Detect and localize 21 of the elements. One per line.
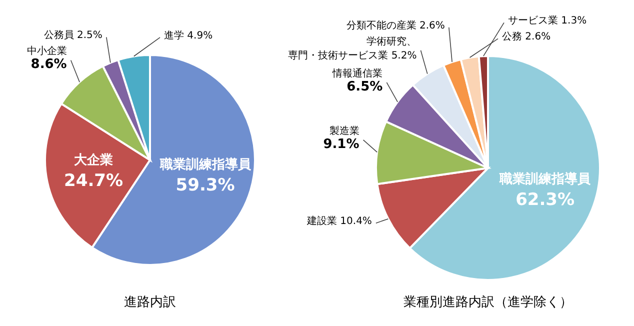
slice-label: 職業訓練指導員 bbox=[498, 171, 592, 188]
slice-label: 製造業 bbox=[329, 124, 360, 137]
data-label: 8.6% bbox=[30, 57, 67, 72]
slice-label: 公務 2.6% bbox=[502, 30, 551, 43]
text: 進路内訳 bbox=[124, 295, 176, 310]
slice-label: 分類不能の産業 2.6% bbox=[346, 19, 445, 32]
slice-label: 公務員 2.5% bbox=[44, 29, 102, 42]
slice-label: 大企業 bbox=[74, 153, 114, 168]
data-label: 9.1% bbox=[323, 136, 360, 152]
slice-label: 中小企業 bbox=[26, 45, 67, 58]
text: 業種別進路内訳（進学除く） bbox=[404, 295, 572, 310]
data-label: 6.5% bbox=[346, 79, 383, 94]
slice-label: 学術研究、専門・技術サービス業 5.2% bbox=[288, 35, 417, 62]
data-label: 24.7% bbox=[64, 171, 124, 192]
slice-label: サービス業 1.3% bbox=[508, 14, 587, 27]
slice-label: 進学 4.9% bbox=[164, 29, 213, 42]
data-label: 59.3% bbox=[176, 176, 235, 196]
data-label: 62.3% bbox=[516, 190, 575, 210]
slice-label: 情報通信業 bbox=[332, 67, 383, 80]
slice-label: 建設業 10.4% bbox=[306, 215, 372, 228]
slice-label: 職業訓練指導員 bbox=[158, 156, 252, 173]
